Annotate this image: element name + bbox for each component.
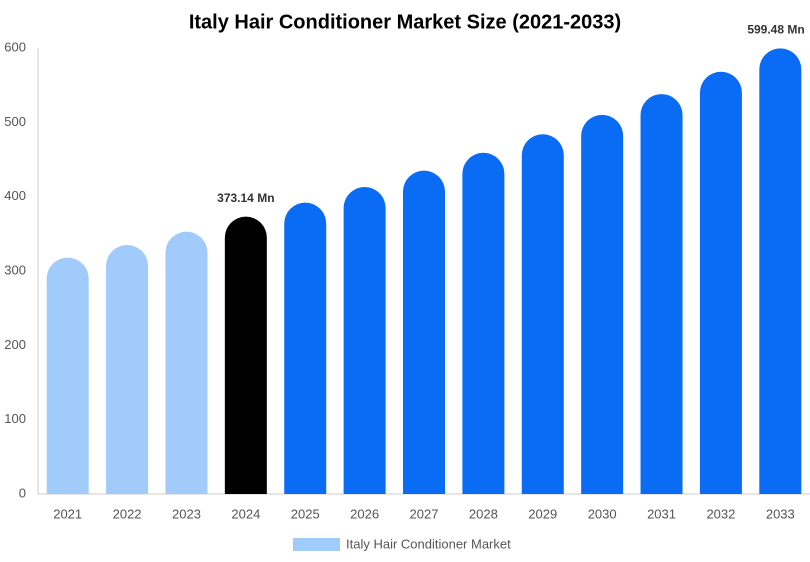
x-tick-label: 2030 [588, 506, 617, 521]
bar [699, 71, 742, 494]
x-tick-label: 2023 [172, 506, 201, 521]
x-tick-label: 2028 [469, 506, 498, 521]
legend-label: Italy Hair Conditioner Market [346, 536, 511, 551]
bar [224, 216, 267, 494]
y-tick-label: 300 [4, 262, 26, 277]
bar [284, 202, 327, 494]
bar [581, 114, 624, 494]
y-tick-label: 100 [4, 411, 26, 426]
y-tick-label: 400 [4, 188, 26, 203]
bar [106, 244, 149, 494]
y-tick-label: 600 [4, 39, 26, 54]
x-tick-label: 2026 [350, 506, 379, 521]
bar [462, 152, 505, 494]
bar [46, 257, 89, 494]
bar [403, 170, 445, 494]
x-tick-label: 2032 [706, 506, 735, 521]
bar [640, 94, 683, 494]
x-tick-label: 2024 [231, 506, 260, 521]
y-tick-label: 200 [4, 337, 26, 352]
value-label: 599.48 Mn [747, 23, 804, 37]
bar [343, 187, 386, 494]
y-tick-label: 0 [19, 485, 26, 500]
bar [521, 134, 564, 494]
chart-title: Italy Hair Conditioner Market Size (2021… [189, 11, 621, 33]
legend-swatch [293, 538, 340, 551]
x-tick-label: 2031 [647, 506, 676, 521]
x-tick-label: 2033 [766, 506, 795, 521]
x-tick-label: 2021 [53, 506, 82, 521]
x-tick-label: 2029 [528, 506, 557, 521]
x-tick-label: 2022 [113, 506, 142, 521]
bar [165, 231, 208, 494]
x-tick-label: 2025 [291, 506, 320, 521]
bar [759, 48, 802, 494]
y-tick-label: 500 [4, 114, 26, 129]
x-tick-label: 2027 [410, 506, 439, 521]
value-label: 373.14 Mn [217, 191, 274, 205]
